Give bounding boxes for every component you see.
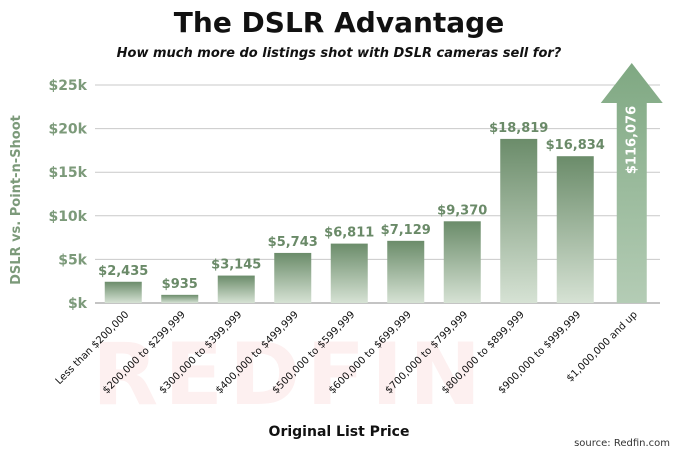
bar: [387, 240, 425, 303]
data-label: $3,145: [211, 258, 261, 273]
bar: [556, 156, 594, 303]
bar: [161, 294, 199, 303]
data-label: $5,743: [268, 235, 318, 250]
data-label: $6,811: [324, 226, 374, 241]
data-label: $18,819: [489, 121, 548, 136]
bar-arrow: [600, 63, 663, 303]
data-label: $2,435: [98, 264, 148, 279]
y-tick-label: $25k: [48, 78, 87, 94]
chart-title: The DSLR Advantage: [173, 6, 505, 39]
bar: [104, 281, 142, 303]
bar: [274, 252, 312, 303]
source-note: source: Redfin.com: [574, 438, 670, 449]
chart-subtitle: How much more do listings shot with DSLR…: [116, 46, 562, 61]
data-label: $9,370: [437, 203, 487, 218]
y-axis: $k $5k $10k $15k $20k $25k: [48, 78, 87, 312]
y-axis-label: DSLR vs. Point-n-Shoot: [9, 115, 24, 285]
y-tick-label: $15k: [48, 165, 87, 181]
data-label: $16,834: [546, 138, 605, 153]
data-label: $7,129: [381, 223, 431, 238]
bar: [330, 243, 368, 303]
data-label: $116,076: [624, 106, 639, 174]
bar: [217, 275, 255, 303]
bars: [104, 63, 663, 303]
x-axis-labels: Less than $200,000$200,000 to $299,999$3…: [54, 309, 640, 396]
data-label: $935: [162, 277, 198, 292]
bar: [443, 221, 481, 303]
y-tick-label: $k: [68, 296, 88, 312]
y-tick-label: $5k: [58, 252, 87, 268]
x-axis-title: Original List Price: [268, 424, 410, 440]
redfin-watermark: REDFIN: [92, 325, 488, 425]
data-labels: $2,435 $935 $3,145 $5,743 $6,811 $7,129 $9,370…: [98, 106, 639, 292]
y-tick-label: $20k: [48, 122, 87, 138]
bar: [500, 138, 538, 303]
y-tick-label: $10k: [48, 209, 87, 225]
